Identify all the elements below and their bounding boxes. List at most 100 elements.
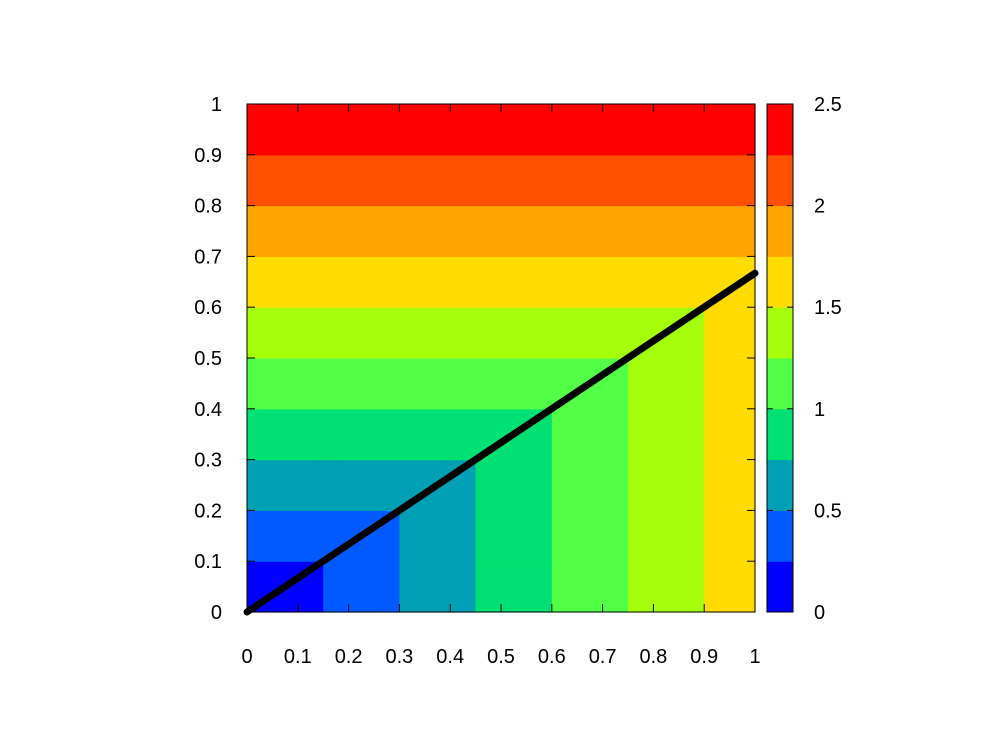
colorbar-segment xyxy=(767,459,793,511)
heatmap-cell xyxy=(247,408,324,461)
heatmap-cell xyxy=(704,104,756,156)
heatmap-cell xyxy=(628,408,705,461)
colorbar-segment xyxy=(767,205,793,257)
series-line xyxy=(243,269,759,616)
y-tick-label: 0 xyxy=(211,602,222,624)
colorbar-segment xyxy=(767,256,793,308)
colorbar-tick-label: 2 xyxy=(814,196,825,218)
heatmap-cell xyxy=(628,205,705,257)
colorbar-tick-label: 0 xyxy=(814,602,825,624)
heatmap-cell xyxy=(628,256,705,308)
heatmap-cell xyxy=(475,459,553,511)
colorbar-tick-label: 1 xyxy=(814,399,825,421)
colorbar-segment xyxy=(767,154,793,207)
y-tick-label: 0.3 xyxy=(194,450,222,472)
heatmap-cell xyxy=(475,256,553,308)
heatmap-cell xyxy=(247,510,324,562)
heatmap-cell xyxy=(399,154,477,207)
heatmap-cell xyxy=(399,561,477,613)
y-tick-label: 0.4 xyxy=(194,399,222,421)
heatmap-cell xyxy=(704,205,756,257)
heatmap-cell xyxy=(399,307,477,359)
heatmap-cell xyxy=(704,154,756,207)
y-tick-label: 0.5 xyxy=(194,348,222,370)
x-tick-label: 0 xyxy=(241,646,252,668)
heatmap-cell xyxy=(247,358,324,410)
x-tick-label: 1 xyxy=(749,646,760,668)
heatmap-cell xyxy=(323,307,400,359)
heatmap-cell xyxy=(551,307,629,359)
heatmap-cell xyxy=(323,561,400,613)
heatmap-cell xyxy=(475,561,553,613)
colorbar-segment xyxy=(767,408,793,461)
x-tick-label: 0.8 xyxy=(639,646,667,668)
x-tick-label: 0.9 xyxy=(690,646,718,668)
heatmap-cell xyxy=(704,510,756,562)
heatmap-cell xyxy=(704,561,756,613)
heatmap-cell xyxy=(475,358,553,410)
colorbar-border xyxy=(766,103,794,613)
x-tick-label: 0.7 xyxy=(589,646,617,668)
heatmap-cell xyxy=(399,510,477,562)
heatmap-cell xyxy=(475,154,553,207)
x-tick-label: 0.3 xyxy=(385,646,413,668)
heatmap-cell xyxy=(628,154,705,207)
y-tick-label: 0.9 xyxy=(194,145,222,167)
heatmap-cell xyxy=(323,154,400,207)
heatmap-cell xyxy=(247,205,324,257)
heatmap-cell xyxy=(551,510,629,562)
colorbar-segment xyxy=(767,510,793,562)
colorbar-tick-label: 0.5 xyxy=(814,500,842,522)
x-tick-label: 0.6 xyxy=(538,646,566,668)
heatmap-cell xyxy=(247,307,324,359)
y-tick-label: 1 xyxy=(211,94,222,116)
y-tick-label: 0.2 xyxy=(194,500,222,522)
heatmap-cell xyxy=(475,510,553,562)
heatmap-cell xyxy=(551,459,629,511)
y-tick-label: 0.8 xyxy=(194,196,222,218)
y-tick-label: 0.1 xyxy=(194,551,222,573)
heatmap-cell xyxy=(551,408,629,461)
colorbar-segment xyxy=(767,104,793,156)
y-tick-label: 0.6 xyxy=(194,297,222,319)
heatmap-cell xyxy=(399,358,477,410)
x-tick-label: 0.4 xyxy=(436,646,464,668)
heatmap-cell xyxy=(247,154,324,207)
heatmap-cell xyxy=(399,256,477,308)
heatmap-cells xyxy=(247,104,756,613)
heatmap-cell xyxy=(551,205,629,257)
heatmap-cell xyxy=(628,561,705,613)
heatmap-cell xyxy=(628,459,705,511)
colorbar-segment xyxy=(767,358,793,410)
heatmap-cell xyxy=(399,205,477,257)
heatmap-cell xyxy=(247,256,324,308)
heatmap-cell xyxy=(628,510,705,562)
heatmap-cell xyxy=(399,408,477,461)
heatmap-cell xyxy=(323,205,400,257)
axes: 0 0.1 0.2 0.3 0.4 0.5 0.6 0.7 0.8 0.9 1 0 0.1 0.2 0.3 0… xyxy=(194,94,760,668)
heatmap-cell xyxy=(247,104,324,156)
colorbar-tick-label: 1.5 xyxy=(814,297,842,319)
heatmap-cell xyxy=(551,256,629,308)
heatmap-cell xyxy=(628,104,705,156)
colorbar: 0 0.5 1 1.5 2 2.5 xyxy=(766,94,842,624)
heatmap-cell xyxy=(704,408,756,461)
heatmap-cell xyxy=(704,307,756,359)
colorbar-segment xyxy=(767,307,793,359)
heatmap-cell xyxy=(323,256,400,308)
heatmap-cell xyxy=(475,205,553,257)
heatmap-cell xyxy=(704,358,756,410)
heatmap-cell xyxy=(475,307,553,359)
heatmap-cell xyxy=(628,358,705,410)
heatmap-cell xyxy=(551,104,629,156)
heatmap-cell xyxy=(323,358,400,410)
heatmap-cell xyxy=(551,561,629,613)
heatmap-cell xyxy=(323,104,400,156)
x-tick-label: 0.5 xyxy=(487,646,515,668)
colorbar-tick-label: 2.5 xyxy=(814,94,842,116)
heatmap-cell xyxy=(551,154,629,207)
heatmap-cell xyxy=(323,408,400,461)
x-tick-label: 0.1 xyxy=(284,646,312,668)
